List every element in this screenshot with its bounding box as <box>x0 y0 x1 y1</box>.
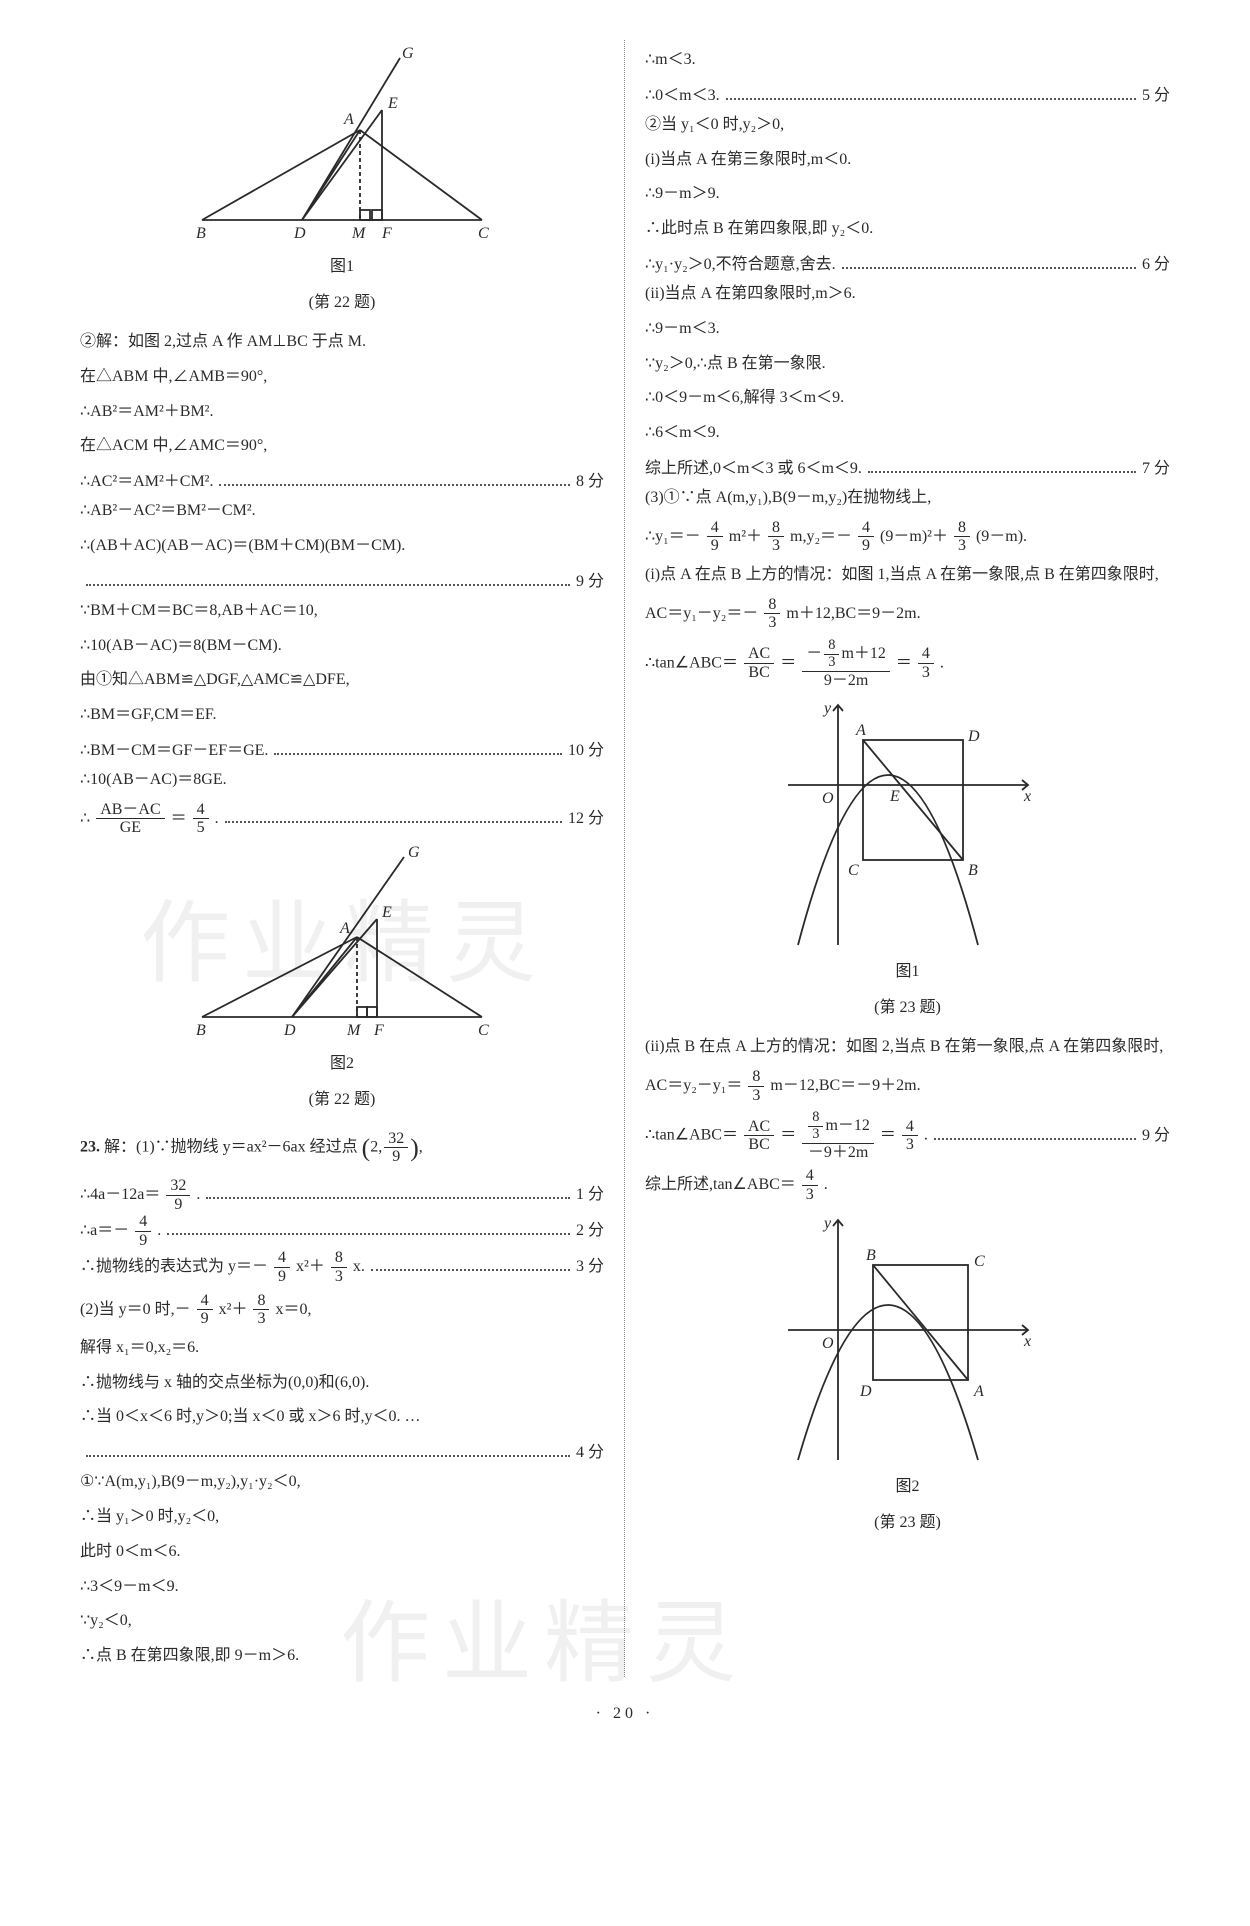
solution-line: ∴AC²＝AM²＋CM².8 分 <box>80 467 604 491</box>
q22-fig1-label: 图1 <box>80 252 604 276</box>
solution-line: 综上所述,0＜m＜3 或 6＜m＜9.7 分 <box>645 454 1170 478</box>
solution-line: ∴抛物线的表达式为 y＝－ 49 x²＋ 83 x. 3 分 <box>80 1249 604 1285</box>
solution-line: ∴抛物线与 x 轴的交点坐标为(0,0)和(6,0). <box>80 1369 604 1398</box>
solution-line: ∴6＜m＜9. <box>645 419 1170 448</box>
svg-text:y: y <box>822 700 832 717</box>
svg-text:D: D <box>283 1022 296 1039</box>
solution-line: AC＝y₂－y₁＝ 83 m－12,BC＝－9＋2m. <box>645 1068 1170 1104</box>
solution-line: ②当 y₁＜0 时,y₂＞0, <box>645 111 1170 140</box>
q23-fig2-caption: (第 23 题) <box>645 1508 1170 1532</box>
svg-text:A: A <box>973 1383 984 1400</box>
q22-figure-1: B D M F C A E G <box>182 40 502 250</box>
solution-line: 由①知△ABM≌△DGF,△AMC≌△DFE, <box>80 666 604 695</box>
svg-text:A: A <box>343 111 354 128</box>
solution-line: ∵y₂＜0, <box>80 1607 604 1636</box>
solution-line: (ii)点 B 在点 A 上方的情况：如图 2,当点 B 在第一象限,点 A 在… <box>645 1033 1170 1062</box>
svg-text:x: x <box>1023 788 1031 805</box>
q22-fig2-label: 图2 <box>80 1049 604 1073</box>
page-number: · 20 · <box>0 1697 1250 1753</box>
svg-text:D: D <box>293 225 306 242</box>
svg-text:x: x <box>1023 1333 1031 1350</box>
solution-line: 4 分 <box>80 1438 604 1462</box>
solution-line: ∵y₂＞0,∴点 B 在第一象限. <box>645 350 1170 379</box>
solution-line: ∴0＜9－m＜6,解得 3＜m＜9. <box>645 384 1170 413</box>
solution-line: (3)①∵点 A(m,y₁),B(9－m,y₂)在抛物线上, <box>645 484 1170 513</box>
svg-text:O: O <box>822 790 834 807</box>
solution-line: ∴当 0＜x＜6 时,y＞0;当 x＜0 或 x＞6 时,y＜0. … <box>80 1403 604 1432</box>
right-column: ∴m＜3. ∴0＜m＜3.5 分 ②当 y₁＜0 时,y₂＞0, (i)当点 A… <box>625 40 1190 1677</box>
solution-line: ∴tan∠ABC＝ ACBC ＝ 83m－12 －9＋2m ＝ 43 . 9 分 <box>645 1110 1170 1161</box>
q22-fig2-caption: (第 22 题) <box>80 1085 604 1109</box>
solution-line: ∵BM＋CM＝BC＝8,AB＋AC＝10, <box>80 597 604 626</box>
solution-line: ∴4a－12a＝ 329 . 1 分 <box>80 1177 604 1213</box>
q23-fig2-label: 图2 <box>645 1472 1170 1496</box>
svg-text:O: O <box>822 1335 834 1352</box>
solution-line: AC＝y₁－y₂＝－ 83 m＋12,BC＝9－2m. <box>645 596 1170 632</box>
solution-line: ∴y₁＝－ 49 m²＋ 83 m,y₂＝－ 49 (9－m)²＋ 83 (9－… <box>645 519 1170 555</box>
svg-text:B: B <box>196 1022 206 1039</box>
svg-text:C: C <box>848 862 859 879</box>
solution-line: 此时 0＜m＜6. <box>80 1538 604 1567</box>
svg-text:F: F <box>381 225 392 242</box>
svg-text:M: M <box>351 225 367 242</box>
solution-line: ∴tan∠ABC＝ ACBC ＝ －83m＋12 9－2m ＝ 43 . <box>645 638 1170 689</box>
q22-fig1-caption: (第 22 题) <box>80 288 604 312</box>
solution-line: ∴9－m＜3. <box>645 315 1170 344</box>
solution-line: ∴ AB－ACGE ＝ 45 . 12 分 <box>80 801 604 837</box>
solution-line: (i)点 A 在点 B 上方的情况：如图 1,当点 A 在第一象限,点 B 在第… <box>645 561 1170 590</box>
q22-figure-2: B D M F C A E G <box>182 837 502 1047</box>
solution-line: 在△ACM 中,∠AMC＝90°, <box>80 432 604 461</box>
q23-heading: 23. 解：(1)∵抛物线 y＝ax²－6ax 经过点 (2,329), <box>80 1125 604 1171</box>
solution-line: ∴0＜m＜3.5 分 <box>645 81 1170 105</box>
q23-fig1-caption: (第 23 题) <box>645 993 1170 1017</box>
solution-line: ∴9－m＞9. <box>645 180 1170 209</box>
solution-line: 9 分 <box>80 567 604 591</box>
svg-text:E: E <box>889 788 900 805</box>
svg-text:M: M <box>346 1022 362 1039</box>
svg-text:C: C <box>974 1253 985 1270</box>
solution-line: ∴10(AB－AC)＝8GE. <box>80 766 604 795</box>
svg-text:E: E <box>387 95 398 112</box>
svg-text:B: B <box>968 862 978 879</box>
solution-line: 解得 x₁＝0,x₂＝6. <box>80 1334 604 1363</box>
solution-line: ∴当 y₁＞0 时,y₂＜0, <box>80 1503 604 1532</box>
svg-text:B: B <box>196 225 206 242</box>
svg-text:G: G <box>408 844 420 861</box>
solution-line: ∴a＝－ 49 . 2 分 <box>80 1213 604 1249</box>
solution-line: ∴此时点 B 在第四象限,即 y₂＜0. <box>645 215 1170 244</box>
svg-text:F: F <box>373 1022 384 1039</box>
solution-line: ∴(AB＋AC)(AB－AC)＝(BM＋CM)(BM－CM). <box>80 532 604 561</box>
solution-line: (2)当 y＝0 时,－ 49 x²＋ 83 x＝0, <box>80 1292 604 1328</box>
svg-text:D: D <box>967 728 980 745</box>
svg-text:D: D <box>859 1383 872 1400</box>
svg-text:B: B <box>866 1247 876 1264</box>
q23-figure-2: O B C D A x y <box>778 1210 1038 1470</box>
solution-line: ①∵A(m,y₁),B(9－m,y₂),y₁·y₂＜0, <box>80 1468 604 1497</box>
solution-line: (ii)当点 A 在第四象限时,m＞6. <box>645 280 1170 309</box>
solution-line: ∴AB²＝AM²＋BM². <box>80 398 604 427</box>
solution-line: ∴AB²－AC²＝BM²－CM². <box>80 497 604 526</box>
solution-line: ∴BM＝GF,CM＝EF. <box>80 701 604 730</box>
svg-text:C: C <box>478 1022 489 1039</box>
svg-text:C: C <box>478 225 489 242</box>
solution-line: (i)当点 A 在第三象限时,m＜0. <box>645 146 1170 175</box>
page-container: 作业精灵 作业精灵 B D M F C A <box>0 0 1250 1697</box>
solution-line: ②解：如图 2,过点 A 作 AM⊥BC 于点 M. <box>80 328 604 357</box>
svg-text:E: E <box>381 904 392 921</box>
solution-line: ∴10(AB－AC)＝8(BM－CM). <box>80 632 604 661</box>
q23-figure-1: O A D E C B x y <box>778 695 1038 955</box>
left-column: B D M F C A E G 图1 (第 22 题) ②解：如图 2,过点 A… <box>60 40 625 1677</box>
q23-fig1-label: 图1 <box>645 957 1170 981</box>
solution-line: 在△ABM 中,∠AMB＝90°, <box>80 363 604 392</box>
solution-line: ∴点 B 在第四象限,即 9－m＞6. <box>80 1642 604 1671</box>
solution-line: ∴y₁·y₂＞0,不符合题意,舍去.6 分 <box>645 250 1170 274</box>
svg-text:y: y <box>822 1215 832 1232</box>
solution-line: ∴3＜9－m＜9. <box>80 1573 604 1602</box>
solution-line: ∴BM－CM＝GF－EF＝GE.10 分 <box>80 736 604 760</box>
svg-text:A: A <box>855 722 866 739</box>
solution-line: ∴m＜3. <box>645 46 1170 75</box>
solution-line: 综上所述,tan∠ABC＝ 43 . <box>645 1167 1170 1203</box>
svg-text:G: G <box>402 45 414 62</box>
svg-text:A: A <box>339 920 350 937</box>
